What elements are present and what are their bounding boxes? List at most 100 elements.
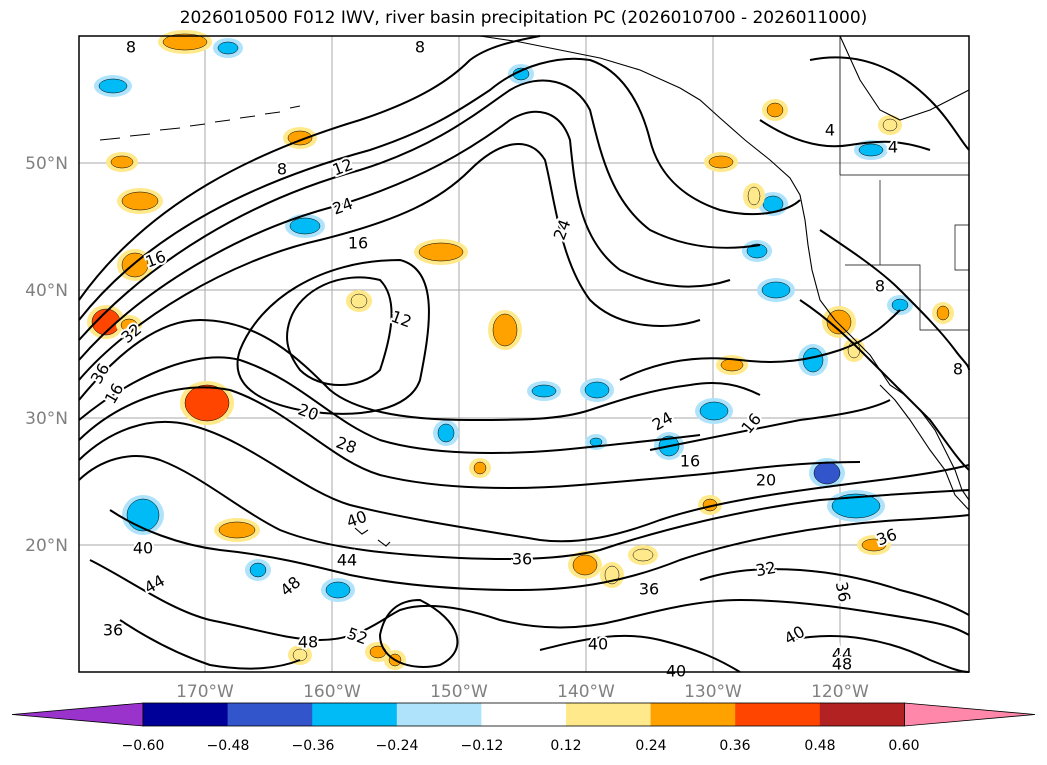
anomaly-blob: [217, 41, 239, 55]
contour-label: 44: [337, 551, 357, 570]
baja-coast: [879, 384, 970, 511]
contour-label: 40: [133, 539, 153, 558]
anomaly-blob: [287, 130, 313, 146]
contour-label: 8: [126, 38, 136, 57]
colorbar-tick-label: −0.60: [122, 738, 165, 754]
anomaly-blob: [802, 347, 824, 373]
contour-label: 40: [666, 662, 686, 681]
colorbar-tick-label: 0.60: [888, 738, 919, 754]
lon-label: 160°W: [303, 682, 361, 702]
coastlines: [99, 35, 970, 547]
lat-label: 20°N: [25, 536, 68, 556]
aleutian-islands: [99, 105, 301, 141]
contour-label: 32: [754, 558, 777, 580]
anomaly-blob: [289, 217, 321, 235]
contour-label: 4: [888, 138, 898, 157]
anomaly-blob: [708, 155, 734, 169]
colorbar-tick-label: 0.36: [719, 738, 750, 754]
colorbar-outline: [142, 702, 905, 727]
contour-label: 44: [832, 645, 852, 664]
colorbar-segment: [819, 703, 905, 726]
map-title: 2026010500 F012 IWV, river basin precipi…: [179, 8, 868, 28]
contour-label: 8: [125, 38, 135, 57]
contour-label: 8: [277, 160, 287, 179]
anomaly-blob: [350, 293, 368, 309]
longitude-labels: 170°W 160°W 150°W 140°W 130°W 120°W: [176, 682, 869, 702]
colorbar-segment: [227, 703, 313, 726]
anomaly-blob: [120, 318, 138, 332]
colorbar: [11, 702, 1036, 727]
anomaly-blob: [861, 538, 887, 552]
lon-label: 140°W: [557, 682, 615, 702]
anomaly-blob: [121, 191, 159, 211]
contour-label: 48: [298, 633, 318, 652]
colorbar-segment: [481, 703, 567, 726]
anomaly-blob: [589, 437, 603, 447]
colorbar-segment: [143, 703, 229, 726]
anomaly-blob: [699, 401, 729, 421]
contour-label: 20: [756, 471, 776, 490]
colorbar-arrow-left: [11, 702, 144, 727]
anomaly-blob: [891, 298, 909, 312]
hawaii-islands: [354, 527, 391, 547]
anomaly-blob: [831, 493, 881, 519]
colorbar-segment: [312, 703, 398, 726]
contour-label: 8: [415, 38, 425, 57]
contour-label: 36: [639, 580, 659, 599]
anomaly-blob: [473, 461, 487, 475]
anomaly-blob: [936, 305, 950, 321]
colorbar-tick-label: 0.12: [550, 738, 581, 754]
colorbar-arrow-right: [904, 702, 1036, 727]
lat-label: 50°N: [25, 154, 68, 174]
contour-label: 40: [588, 635, 608, 654]
lon-label: 150°W: [430, 682, 488, 702]
contour-label: 4: [825, 121, 835, 140]
anomaly-blob: [813, 461, 841, 485]
anomaly-blob: [162, 33, 208, 51]
colorbar-tick-label: −0.24: [376, 738, 419, 754]
anomaly-blob: [110, 155, 134, 169]
anomaly-blob: [766, 102, 784, 118]
plot-area: [79, 36, 969, 672]
colorbar-tick-label: 0.48: [804, 738, 835, 754]
anomaly-blob: [325, 581, 351, 599]
anomaly-blob: [249, 562, 267, 578]
anomaly-blob: [858, 143, 884, 157]
anomaly-blob: [746, 243, 768, 259]
plot-frame: [78, 35, 970, 673]
latitude-labels: 50°N 40°N 30°N 20°N: [25, 154, 68, 556]
anomaly-blob: [572, 554, 598, 576]
alaska-coast: [479, 35, 970, 501]
anomaly-blob: [218, 521, 256, 539]
anomaly-blob: [531, 384, 557, 398]
anomaly-blob: [747, 186, 761, 206]
anomaly-blob: [437, 423, 455, 443]
colorbar-tick-labels: −0.60 −0.48 −0.36 −0.24 −0.12 0.12 0.24 …: [122, 738, 920, 754]
colorbar-segment: [566, 703, 652, 726]
colorbar-segment: [735, 703, 821, 726]
iwv-contours: [78, 35, 970, 673]
lon-label: 120°W: [811, 682, 869, 702]
anomaly-blob: [632, 548, 654, 562]
colorbar-tick-label: −0.36: [292, 738, 335, 754]
anomaly-blob: [126, 498, 160, 532]
contour-label: 16: [680, 452, 700, 471]
anomaly-blob: [584, 381, 610, 399]
anomaly-blob: [98, 78, 128, 94]
lat-label: 30°N: [25, 409, 68, 429]
colorbar-segment: [650, 703, 736, 726]
colorbar-segment: [396, 703, 482, 726]
colorbar-tick-label: −0.48: [207, 738, 250, 754]
anomaly-blob: [882, 118, 898, 132]
lon-label: 130°W: [684, 682, 742, 702]
contour-label: 16: [348, 234, 368, 253]
colorbar-tick-label: −0.12: [461, 738, 504, 754]
contour-label: 36: [103, 621, 123, 640]
anomaly-blob: [761, 281, 791, 299]
contour-label: 36: [512, 550, 532, 569]
contour-label: 8: [875, 277, 885, 296]
contour-label: 36: [832, 580, 854, 603]
anomaly-blob: [826, 309, 852, 335]
lat-label: 40°N: [25, 281, 68, 301]
